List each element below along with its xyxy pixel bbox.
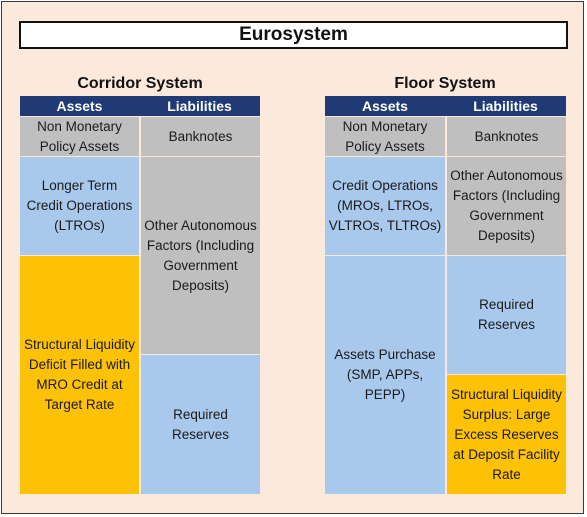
floor-liability-required-reserves: Required Reserves [447, 256, 566, 374]
floor-title: Floor System [394, 75, 496, 92]
main-title: Eurosystem [19, 21, 568, 49]
floor-asset-non-monetary: Non Monetary Policy Assets [325, 117, 445, 156]
corridor-asset-non-monetary: Non Monetary Policy Assets [20, 117, 139, 156]
corridor-liability-required-reserves: Required Reserves [141, 355, 260, 494]
floor-liability-structural-surplus: Structural Liquidity Surplus: Large Exce… [447, 375, 566, 494]
corridor-liability-autonomous-factors: Other Autonomous Factors (Including Gove… [141, 157, 260, 354]
floor-asset-credit-operations: Credit Operations (MROs, LTROs, VLTROs, … [325, 157, 445, 255]
corridor-title: Corridor System [77, 75, 203, 92]
corridor-liability-banknotes: Banknotes [141, 117, 260, 156]
floor-liabilities-header: Liabilities [445, 96, 566, 116]
floor-assets-header: Assets [325, 96, 445, 116]
floor-liability-autonomous-factors: Other Autonomous Factors (Including Gove… [447, 157, 566, 255]
corridor-assets-header: Assets [20, 96, 139, 116]
floor-asset-assets-purchase: Assets Purchase (SMP, APPs, PEPP) [325, 256, 445, 494]
corridor-asset-structural-deficit: Structural Liquidity Deficit Filled with… [20, 256, 139, 494]
corridor-asset-ltros: Longer Term Credit Operations (LTROs) [20, 157, 139, 255]
floor-liability-banknotes: Banknotes [447, 117, 566, 156]
corridor-liabilities-header: Liabilities [139, 96, 260, 116]
